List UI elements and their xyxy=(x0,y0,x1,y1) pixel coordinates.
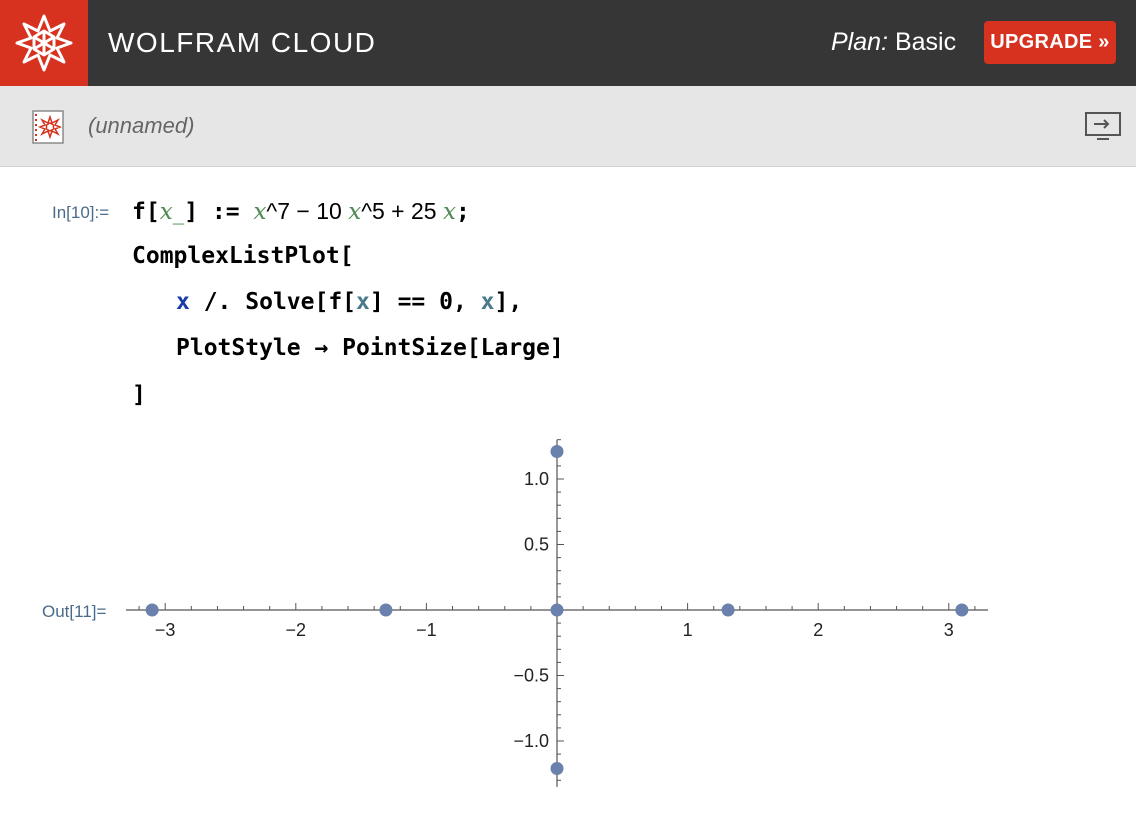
wolfram-logo-button[interactable] xyxy=(0,0,88,86)
code-token: ] == 0, xyxy=(369,289,481,315)
code-var: x xyxy=(442,199,456,225)
upgrade-button[interactable]: UPGRADE » xyxy=(984,21,1116,64)
notebook-icon[interactable] xyxy=(32,110,64,144)
code-line-4[interactable]: PlotStyle → PointSize[Large] xyxy=(176,335,564,361)
data-point xyxy=(145,603,159,617)
x-tick-label: 3 xyxy=(944,620,954,640)
y-tick-label: −0.5 xyxy=(513,666,549,686)
document-title[interactable]: (unnamed) xyxy=(88,113,195,138)
data-point xyxy=(550,762,564,776)
present-screen-icon[interactable] xyxy=(1084,110,1122,142)
data-point xyxy=(379,603,393,617)
plan-value: Basic xyxy=(894,28,957,56)
document-bar: (unnamed) xyxy=(0,86,1136,167)
data-point xyxy=(721,603,735,617)
wolfram-spikey-icon xyxy=(15,14,73,72)
code-line-3[interactable]: x /. Solve[f[x] == 0, x], xyxy=(176,289,522,315)
plan-label: Plan: xyxy=(831,28,888,56)
y-tick-label: 1.0 xyxy=(524,469,549,489)
code-token: ], xyxy=(494,289,523,315)
top-bar: WOLFRAM CLOUD Plan: Basic UPGRADE » xyxy=(0,0,1136,86)
x-tick-label: −1 xyxy=(416,620,437,640)
code-token: ; xyxy=(455,199,470,225)
data-point xyxy=(550,444,564,458)
x-tick-label: −3 xyxy=(155,620,176,640)
code-var: x xyxy=(348,199,362,225)
code-token: ] := xyxy=(184,199,254,225)
code-token: ^7 − 10 xyxy=(266,198,349,224)
brand-title: WOLFRAM CLOUD xyxy=(108,27,377,58)
plan-indicator: Plan: Basic xyxy=(831,28,956,57)
code-token: f[ xyxy=(132,199,160,225)
code-line-5[interactable]: ] xyxy=(132,382,146,408)
y-tick-label: 0.5 xyxy=(524,535,549,555)
output-cell-label: Out[11]= xyxy=(42,602,107,621)
code-token: ^5 + 25 xyxy=(361,198,443,224)
x-tick-label: −2 xyxy=(286,620,307,640)
input-cell-label: In[10]:= xyxy=(52,203,110,222)
code-line-1[interactable]: f[x_] := x^7 − 10 x^5 + 25 x; xyxy=(132,198,470,225)
code-token: /. Solve[f[ xyxy=(189,289,357,315)
y-tick-label: −1.0 xyxy=(513,731,549,751)
code-var: x xyxy=(253,199,267,225)
data-point xyxy=(955,603,969,617)
data-point xyxy=(550,603,564,617)
code-blank: _ xyxy=(172,199,185,225)
code-var: x xyxy=(356,289,370,315)
x-tick-label: 2 xyxy=(813,620,823,640)
code-line-2[interactable]: ComplexListPlot[ xyxy=(132,243,354,269)
code-var: x xyxy=(159,199,173,225)
x-tick-label: 1 xyxy=(683,620,693,640)
code-var: x xyxy=(480,289,495,315)
code-var: x xyxy=(176,289,190,315)
